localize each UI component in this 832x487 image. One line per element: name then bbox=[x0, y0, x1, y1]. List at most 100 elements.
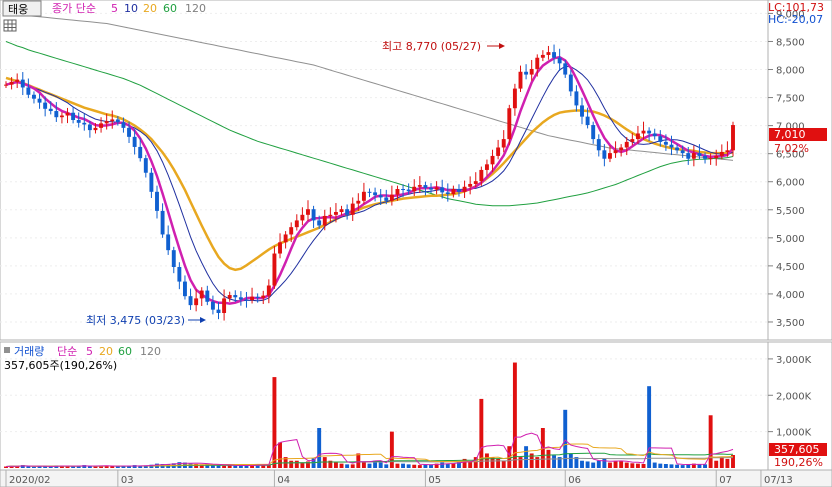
candle-body bbox=[306, 209, 310, 215]
candle-body bbox=[244, 299, 249, 301]
candle-body bbox=[104, 121, 109, 124]
volume-bar bbox=[238, 465, 243, 468]
candle-body bbox=[580, 105, 584, 117]
candle-body bbox=[613, 150, 618, 154]
candle-body bbox=[697, 153, 702, 156]
candle-body bbox=[412, 186, 417, 192]
candle-body bbox=[261, 295, 266, 298]
volume-bar bbox=[199, 464, 204, 468]
volume-bar bbox=[719, 457, 724, 468]
candle-body bbox=[356, 200, 361, 204]
volume-bar bbox=[350, 464, 355, 468]
volume-bar bbox=[602, 458, 607, 468]
candle-body bbox=[143, 158, 148, 173]
candle-body bbox=[138, 146, 143, 159]
candle-body bbox=[658, 136, 663, 142]
volume-bar bbox=[429, 464, 433, 468]
date-axis-frame bbox=[0, 469, 832, 487]
volume-bar bbox=[43, 466, 48, 468]
volume-bar bbox=[87, 466, 92, 468]
candle-body bbox=[127, 127, 131, 137]
grid-toggle-icon[interactable] bbox=[3, 19, 17, 32]
moving-average-layer bbox=[5, 12, 734, 305]
candle-body bbox=[652, 133, 657, 137]
volume-bar bbox=[608, 462, 612, 468]
date-tick-label: 03 bbox=[121, 475, 134, 486]
candle-body bbox=[406, 189, 411, 192]
candle-body bbox=[630, 139, 635, 142]
candle-body bbox=[160, 210, 165, 235]
volume-bar bbox=[395, 463, 400, 468]
price-tick-label: 5,000 bbox=[776, 234, 805, 245]
volume-bar bbox=[37, 465, 42, 468]
volume-bar bbox=[703, 464, 707, 468]
legend-ma10: 10 bbox=[124, 2, 138, 15]
candle-body bbox=[401, 189, 406, 191]
candle-body bbox=[373, 192, 378, 196]
vol-legend-ma60: 60 bbox=[118, 345, 132, 358]
volume-bar bbox=[675, 464, 680, 468]
candle-body bbox=[490, 155, 495, 165]
candle-body bbox=[647, 130, 652, 134]
stock-name-box[interactable] bbox=[2, 0, 42, 17]
candle-body bbox=[155, 191, 159, 211]
candle-body bbox=[289, 227, 294, 235]
volume-legend-label: 거래량 bbox=[14, 345, 44, 358]
legend-ma20: 20 bbox=[143, 2, 157, 15]
candle-body bbox=[300, 214, 305, 221]
price-panel-frame bbox=[0, 0, 769, 341]
candle-body bbox=[188, 296, 193, 306]
volume-bar bbox=[518, 457, 523, 468]
candle-body bbox=[540, 54, 545, 58]
candle-body bbox=[568, 74, 573, 92]
volume-bar bbox=[127, 466, 131, 468]
candle-body bbox=[76, 120, 81, 123]
candle-body bbox=[557, 57, 562, 64]
price-tick-label: 7,500 bbox=[776, 94, 805, 105]
candle-body bbox=[457, 189, 461, 192]
volume-bar bbox=[417, 465, 422, 468]
candle-body bbox=[535, 57, 540, 69]
candle-body bbox=[725, 150, 730, 152]
volume-bar bbox=[401, 463, 406, 468]
min-arrow-head bbox=[200, 317, 206, 323]
price-tick-label: 5,500 bbox=[776, 206, 805, 217]
candle-body bbox=[484, 164, 489, 170]
volume-bar bbox=[669, 464, 674, 468]
volume-bar bbox=[294, 460, 299, 468]
candle-body bbox=[71, 112, 76, 121]
candle-body bbox=[43, 102, 48, 109]
candle-body bbox=[619, 147, 624, 151]
candle-body bbox=[714, 155, 719, 159]
current-volume-tag bbox=[769, 443, 827, 456]
volume-bar bbox=[563, 409, 568, 468]
volume-bar bbox=[266, 464, 271, 468]
ma60-line bbox=[5, 41, 734, 207]
candle-body bbox=[82, 122, 87, 125]
volume-bar bbox=[115, 466, 120, 468]
vol-ma5-line bbox=[5, 432, 734, 467]
legend-ma60: 60 bbox=[163, 2, 177, 15]
candle-body bbox=[591, 125, 596, 140]
candle-body bbox=[479, 169, 484, 182]
volume-bar bbox=[585, 461, 590, 468]
candle-body bbox=[585, 116, 590, 126]
volume-bar bbox=[591, 462, 596, 468]
current-change-label: 7,02% bbox=[774, 142, 809, 155]
volume-bar bbox=[389, 431, 394, 468]
candle-body bbox=[255, 296, 260, 298]
vol-legend-ma20: 20 bbox=[99, 345, 113, 358]
max-arrow-head bbox=[499, 43, 505, 49]
candle-body bbox=[596, 139, 601, 151]
grid-layer bbox=[0, 12, 768, 433]
candle-body bbox=[546, 52, 551, 55]
volume-bar bbox=[317, 428, 322, 468]
volume-bar bbox=[529, 453, 534, 468]
volume-bar bbox=[568, 453, 573, 468]
volume-legend-marker bbox=[4, 347, 10, 353]
volume-bar bbox=[255, 464, 260, 468]
price-tick-label: 4,500 bbox=[776, 262, 805, 273]
volume-bar bbox=[384, 464, 389, 468]
volume-bar bbox=[132, 465, 137, 468]
